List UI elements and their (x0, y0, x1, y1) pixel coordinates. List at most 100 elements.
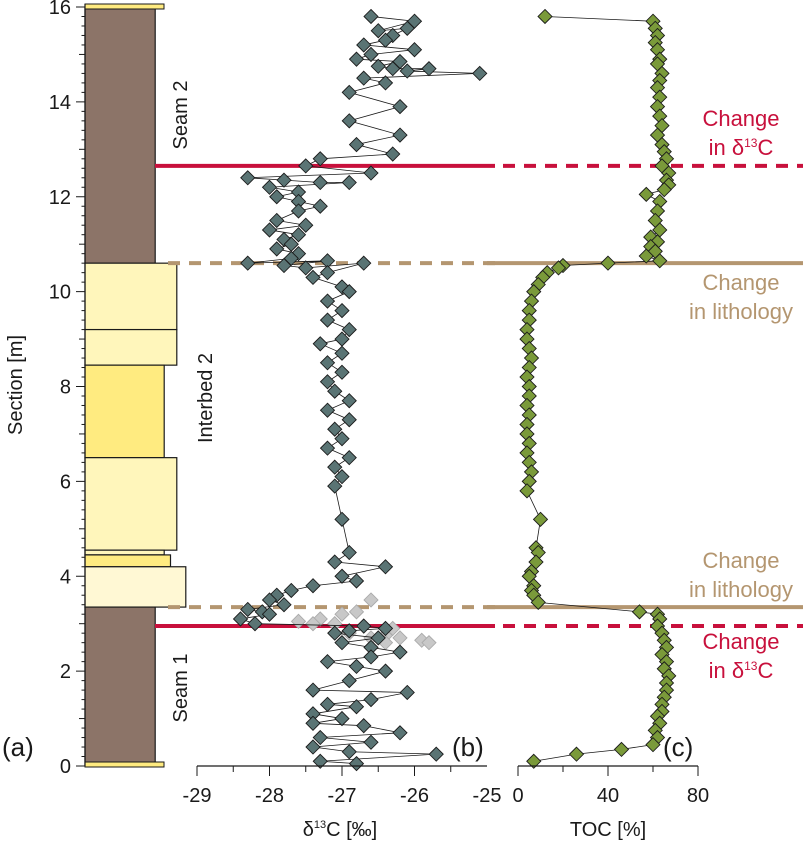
d13c-point (261, 222, 278, 238)
data-points (232, 8, 677, 772)
d13c-point (305, 269, 321, 286)
d13c-point (341, 283, 357, 300)
d13c-point (341, 84, 357, 101)
d13c-point (312, 174, 328, 191)
d13c-point (377, 75, 394, 91)
d13c-point (305, 682, 321, 698)
d13c-point (269, 241, 285, 257)
d13c-point (319, 374, 336, 390)
d13c-point (356, 718, 372, 734)
toc-point (530, 594, 546, 610)
toc-point (519, 483, 535, 499)
unit-label-interbed-2: Interbed 2 (195, 353, 217, 443)
d13c-point (319, 312, 336, 328)
d13c-point (377, 32, 394, 48)
d13c-point (363, 8, 379, 25)
panel-b-x-tick-label: -27 (328, 785, 357, 807)
y-tick-label: 14 (49, 92, 71, 114)
d13c-point (348, 699, 365, 715)
d13c-point (240, 255, 256, 271)
toc-point (638, 186, 654, 203)
d13c-point (232, 611, 249, 627)
d13c-point (327, 421, 343, 437)
toc-point (638, 248, 654, 264)
d13c-point (334, 635, 350, 651)
d13c-point (363, 649, 379, 665)
d13c-series-line (240, 16, 480, 765)
d13c-point (298, 217, 314, 233)
d13c-point (334, 568, 350, 584)
d13c-point (283, 582, 299, 599)
d13c-point (334, 364, 350, 380)
panel-letter-c: (c) (663, 732, 693, 762)
lithology-layer-4 (84, 457, 178, 551)
axes (76, 4, 699, 776)
d13c-point (356, 255, 372, 271)
d13c-point (341, 744, 357, 760)
d13c-point (341, 321, 357, 338)
d13c-point (341, 623, 357, 639)
d13c-point (312, 753, 328, 769)
d13c-grey-point (348, 604, 365, 620)
d13c-point (348, 136, 365, 153)
d13c-point (327, 459, 343, 475)
d13c-grey-point (305, 616, 321, 632)
d13c-point (363, 734, 379, 750)
panel-b-x-tick-label: -26 (400, 785, 429, 807)
d13c-point (319, 293, 336, 309)
d13c-point (290, 227, 307, 243)
d13c-grey-point (421, 635, 437, 651)
y-tick-label: 6 (60, 471, 71, 493)
d13c-point (305, 578, 321, 594)
d13c-point (392, 725, 408, 741)
d13c-point (377, 559, 394, 575)
d13c-point (312, 729, 328, 746)
d13c-point (276, 597, 292, 613)
y-tick-label: 2 (60, 661, 71, 683)
d13c-point (377, 663, 394, 679)
d13c-point (334, 345, 350, 361)
d13c-point (327, 383, 343, 399)
d13c-point (363, 691, 379, 708)
d13c-point (334, 710, 350, 727)
panel-c-x-tick-label: 40 (597, 785, 619, 807)
d13c-point (348, 658, 365, 675)
d13c-point (406, 42, 423, 58)
toc-point (613, 741, 630, 758)
d13c-point (392, 644, 408, 660)
lithology-layer-6 (84, 554, 172, 568)
lithology-layer-2 (84, 328, 178, 366)
y-axis-title: Section [m] (5, 335, 27, 435)
lithology-layer-5 (84, 549, 165, 556)
d13c-point (348, 51, 365, 67)
d13c-point (319, 654, 336, 670)
toc-point (631, 604, 648, 620)
d13c-point (392, 127, 408, 143)
d13c-point (240, 170, 256, 186)
panel-b-x-axis-title: δ13C [‰] (303, 819, 378, 841)
toc-point (600, 255, 616, 271)
d13c-point (370, 58, 386, 74)
toc-point (532, 511, 549, 527)
unit-label-seam-1: Seam 1 (170, 654, 192, 723)
toc-series-line (526, 16, 670, 762)
panel-b-x-tick-label: -29 (183, 785, 212, 807)
d13c-point (240, 601, 256, 618)
d13c-point (319, 355, 336, 371)
annotation-delta-top-line1: Change (702, 106, 779, 131)
toc-point (652, 253, 668, 269)
d13c-point (269, 212, 285, 229)
d13c-point (305, 739, 321, 755)
lithology-layer-0 (84, 6, 156, 264)
d13c-point (290, 203, 307, 219)
d13c-point (261, 606, 278, 622)
toc-point (526, 753, 542, 769)
panel-c-x-tick-label: 80 (687, 785, 709, 807)
d13c-point (385, 146, 401, 162)
d13c-point (312, 198, 328, 214)
annotation-delta-top-line2: in δ13C (709, 135, 774, 160)
d13c-point (377, 620, 394, 637)
unit-label-seam-2: Seam 2 (170, 81, 192, 150)
d13c-point (370, 630, 386, 646)
d13c-point (334, 431, 350, 447)
